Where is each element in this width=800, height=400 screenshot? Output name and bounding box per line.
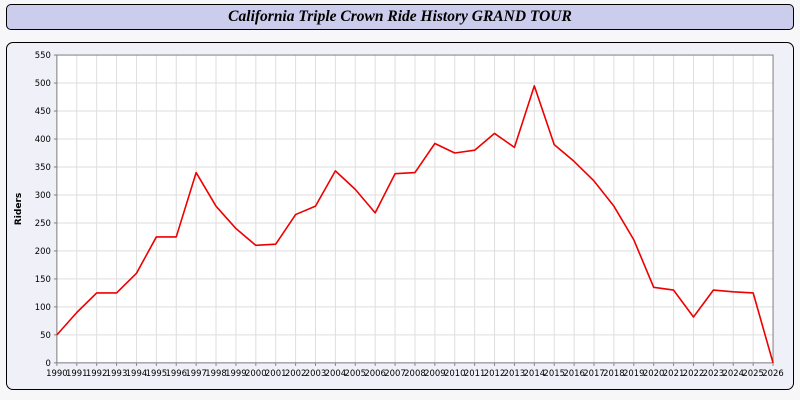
svg-text:1995: 1995 [146, 369, 168, 379]
svg-text:2021: 2021 [663, 369, 685, 379]
riders-series-line [56, 85, 774, 364]
page-title: California Triple Crown Ride History GRA… [228, 8, 572, 25]
svg-text:250: 250 [35, 219, 51, 229]
svg-text:500: 500 [35, 79, 51, 89]
svg-text:2008: 2008 [404, 369, 426, 379]
svg-text:1990: 1990 [46, 369, 68, 379]
svg-text:300: 300 [35, 191, 51, 201]
svg-text:100: 100 [35, 303, 51, 313]
chart-container: 1990 1991 1992 1993 1994 1995 1996 1997 1998 1999… [6, 42, 794, 390]
svg-text:1993: 1993 [106, 369, 128, 379]
svg-text:2025: 2025 [742, 369, 764, 379]
svg-text:1994: 1994 [126, 369, 148, 379]
svg-text:2022: 2022 [683, 369, 705, 379]
svg-text:0: 0 [45, 359, 50, 369]
svg-text:1992: 1992 [86, 369, 108, 379]
svg-text:2006: 2006 [364, 369, 386, 379]
svg-text:2024: 2024 [722, 369, 744, 379]
svg-text:2003: 2003 [305, 369, 327, 379]
svg-text:2011: 2011 [464, 369, 486, 379]
svg-text:2018: 2018 [603, 369, 625, 379]
svg-text:550: 550 [35, 51, 51, 61]
svg-text:1991: 1991 [66, 369, 88, 379]
svg-text:2026: 2026 [762, 369, 784, 379]
svg-text:2007: 2007 [384, 369, 406, 379]
svg-text:2017: 2017 [583, 369, 605, 379]
svg-text:2023: 2023 [703, 369, 725, 379]
svg-text:2004: 2004 [325, 369, 347, 379]
svg-text:2020: 2020 [643, 369, 665, 379]
svg-text:2001: 2001 [265, 369, 287, 379]
svg-text:350: 350 [35, 163, 51, 173]
svg-text:2014: 2014 [524, 369, 546, 379]
svg-text:2000: 2000 [245, 369, 267, 379]
svg-text:1996: 1996 [165, 369, 187, 379]
svg-text:2013: 2013 [504, 369, 526, 379]
svg-text:150: 150 [35, 275, 51, 285]
chart-title-bar: California Triple Crown Ride History GRA… [6, 4, 794, 30]
svg-text:2012: 2012 [484, 369, 506, 379]
svg-text:2009: 2009 [424, 369, 446, 379]
svg-text:200: 200 [35, 247, 51, 257]
svg-text:2005: 2005 [345, 369, 367, 379]
svg-text:Riders: Riders [14, 193, 24, 225]
svg-text:2002: 2002 [285, 369, 307, 379]
svg-text:1998: 1998 [205, 369, 227, 379]
svg-text:2016: 2016 [563, 369, 585, 379]
ride-history-line-chart: 1990199119921993199419951996199719981999… [14, 51, 784, 379]
svg-text:50: 50 [40, 331, 51, 341]
svg-text:1999: 1999 [225, 369, 247, 379]
svg-text:2015: 2015 [543, 369, 565, 379]
svg-text:400: 400 [35, 135, 51, 145]
svg-text:2010: 2010 [444, 369, 466, 379]
svg-text:2019: 2019 [623, 369, 645, 379]
svg-text:1997: 1997 [185, 369, 207, 379]
svg-text:450: 450 [35, 107, 51, 117]
